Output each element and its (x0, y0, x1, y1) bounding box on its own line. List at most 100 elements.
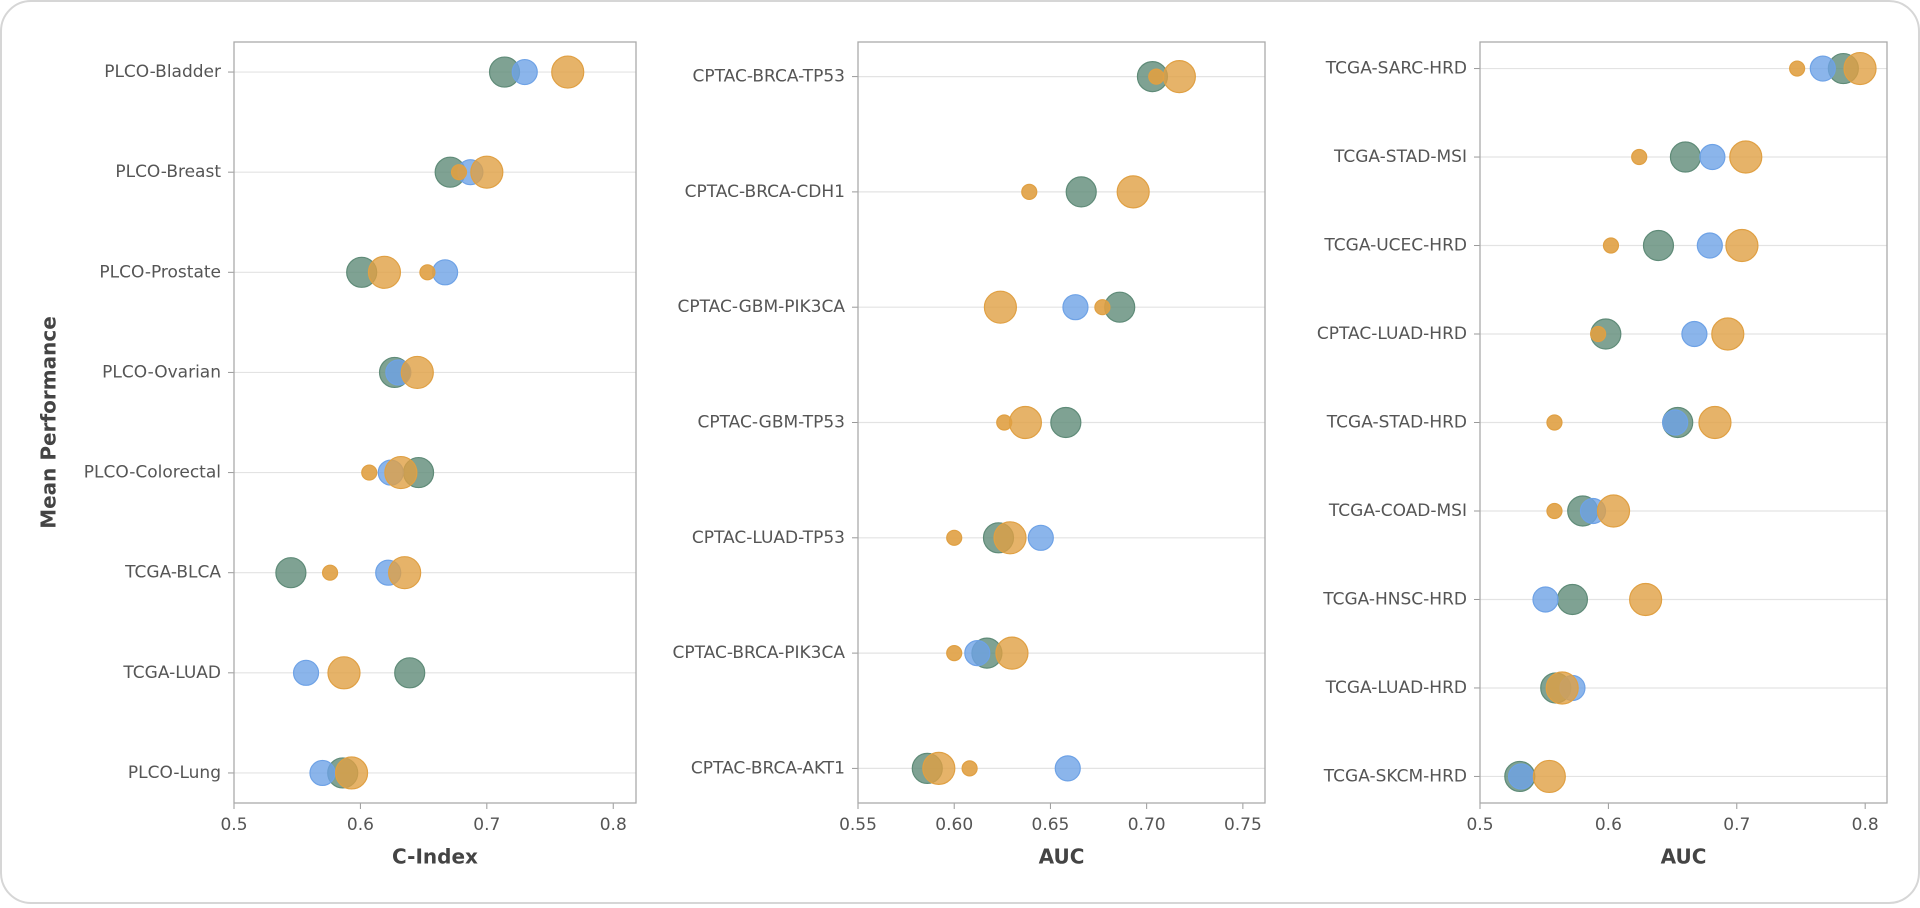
y-tick-label: PLCO-Lung (128, 763, 221, 783)
dot (1662, 409, 1689, 436)
x-tick-label: 0.75 (1224, 815, 1262, 835)
y-tick-label: TCGA-SKCM-HRD (1323, 766, 1467, 786)
dot (1062, 294, 1089, 321)
dot (309, 759, 336, 787)
x-axis-label: C-Index (392, 845, 478, 869)
dot (450, 164, 468, 181)
y-tick-label: TCGA-HNSC-HRD (1322, 589, 1467, 609)
y-tick-label: CPTAC-GBM-TP53 (698, 413, 846, 433)
x-axis-label: AUC (1039, 845, 1085, 869)
y-tick-label: TCGA-BLCA (124, 563, 221, 583)
y-tick-label: TCGA-LUAD (122, 663, 221, 683)
y-tick-label: TCGA-COAD-MSI (1328, 501, 1467, 521)
dot (1546, 502, 1563, 520)
dot (327, 656, 361, 690)
dot (361, 464, 378, 481)
dot (367, 255, 402, 289)
x-tick-label: 0.5 (1466, 815, 1493, 835)
dot (1116, 175, 1150, 209)
x-tick-label: 0.7 (473, 815, 500, 835)
x-tick-label: 0.7 (1723, 815, 1750, 835)
y-tick-label: CPTAC-BRCA-PIK3CA (672, 643, 845, 663)
dot (1162, 59, 1196, 94)
y-tick-label: CPTAC-LUAD-TP53 (692, 528, 845, 548)
dot (1699, 143, 1726, 171)
y-tick-label: CPTAC-BRCA-AKT1 (691, 758, 845, 778)
x-tick-label: 0.55 (839, 815, 877, 835)
dot (1681, 320, 1708, 348)
x-tick-label: 0.5 (220, 815, 247, 835)
dot (1027, 524, 1054, 551)
dot (275, 557, 307, 589)
x-tick-label: 0.65 (1032, 815, 1070, 835)
dot (1642, 229, 1675, 262)
y-tick-label: CPTAC-LUAD-HRD (1317, 324, 1467, 344)
dot (470, 155, 504, 189)
y-tick-label: TCGA-STAD-HRD (1326, 413, 1467, 433)
y-tick-label: PLCO-Colorectal (84, 463, 221, 483)
dot (1629, 582, 1663, 617)
plot-frame (857, 41, 1266, 804)
dot (1008, 405, 1043, 440)
dot (334, 756, 369, 790)
dot (996, 414, 1013, 431)
y-tick-label: PLCO-Bladder (104, 62, 221, 82)
y-tick-label: CPTAC-BRCA-TP53 (692, 67, 845, 87)
y-tick-label: TCGA-SARC-HRD (1325, 59, 1467, 79)
dot (432, 259, 459, 286)
dot (1532, 759, 1566, 794)
x-tick-label: 0.8 (600, 815, 627, 835)
dot (388, 556, 422, 590)
plot-frame (233, 41, 637, 804)
dot (1065, 176, 1097, 208)
dot (1148, 68, 1165, 85)
x-axis-label: AUC (1661, 845, 1707, 869)
dot (995, 636, 1029, 670)
dot (1602, 237, 1620, 254)
dot (400, 355, 434, 390)
dot (983, 290, 1018, 324)
y-axis-label: Mean Performance (37, 316, 61, 529)
dot (993, 521, 1027, 555)
x-tick-label: 0.70 (1128, 815, 1166, 835)
dot (1729, 140, 1763, 174)
dot (1532, 586, 1559, 613)
dot (1789, 60, 1806, 77)
dot (922, 751, 956, 786)
dot (1545, 671, 1579, 705)
dot (1669, 141, 1702, 173)
dot (551, 55, 585, 89)
dot (946, 645, 963, 662)
plot-frame (1479, 41, 1888, 804)
dot (1696, 232, 1723, 259)
dot (1556, 583, 1589, 616)
dot (946, 529, 963, 546)
dot (384, 455, 418, 490)
dot (1711, 317, 1745, 351)
dot (1590, 325, 1607, 343)
y-tick-label: CPTAC-BRCA-CDH1 (685, 182, 845, 202)
x-tick-label: 0.6 (347, 815, 374, 835)
dot (1631, 148, 1648, 166)
dot (1809, 55, 1836, 82)
dot (1507, 763, 1535, 790)
dot (1050, 406, 1082, 439)
dot (1725, 228, 1759, 263)
dot (394, 657, 426, 689)
y-tick-label: PLCO-Prostate (99, 262, 221, 282)
dot (1546, 414, 1563, 431)
y-tick-label: TCGA-STAD-MSI (1333, 147, 1467, 167)
x-tick-label: 0.8 (1852, 815, 1879, 835)
dot (964, 640, 991, 667)
y-tick-label: TCGA-LUAD-HRD (1325, 678, 1467, 698)
dot (419, 264, 436, 281)
dot (1843, 51, 1877, 86)
y-tick-label: TCGA-UCEC-HRD (1323, 236, 1467, 256)
y-tick-label: PLCO-Ovarian (102, 362, 221, 382)
dot (1698, 405, 1732, 440)
dot (292, 659, 320, 686)
x-tick-label: 0.6 (1595, 815, 1622, 835)
